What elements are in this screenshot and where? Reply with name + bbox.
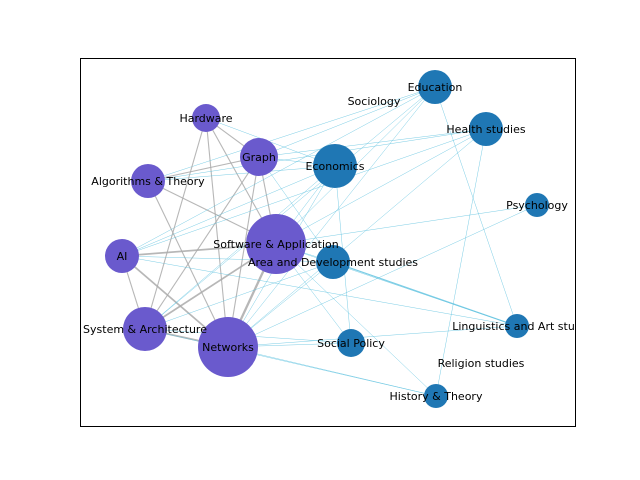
node-label-economics: Economics [306,160,365,173]
edge-education-algorithms [147,86,436,182]
node-label-social: Social Policy [317,337,385,350]
node-software[interactable] [246,214,306,274]
edge-graph-networks [227,156,260,348]
node-algorithms[interactable] [131,164,165,198]
edge-health-history [435,128,487,397]
edge-hardware-networks [205,117,229,348]
edge-system-history [144,328,437,397]
node-graph[interactable] [240,138,278,176]
edge-area-system [144,261,334,330]
node-hardware[interactable] [192,104,220,132]
edge-health-software [275,128,487,245]
edge-psychology-networks [227,204,538,348]
edge-health-graph [258,128,487,158]
edge-economics-ai [121,165,336,257]
edge-education-networks [227,86,436,348]
edge-graph-area [258,156,334,263]
node-label-hardware: Hardware [179,112,232,125]
node-layer [105,70,549,408]
node-label-linguistics: Linguistics and Art stud [452,320,582,333]
node-label-education: Education [408,81,463,94]
node-system[interactable] [123,307,167,351]
node-history[interactable] [424,384,448,408]
edge-psychology-software [275,204,538,245]
node-label-algorithms: Algorithms & Theory [91,175,205,188]
node-psychology[interactable] [525,193,549,217]
node-networks[interactable] [198,317,258,377]
node-social[interactable] [337,329,365,357]
node-education[interactable] [418,70,452,104]
node-linguistics[interactable] [505,314,529,338]
node-label-software: Software & Application [213,238,339,251]
edge-graph-system [144,156,260,330]
edge-economics-algorithms [147,165,336,182]
node-label-religion: Religion studies [438,357,525,370]
node-health[interactable] [469,112,503,146]
edge-education-graph [258,86,436,158]
node-label-networks: Networks [202,341,254,354]
label-layer: Hardware Graph Algorithms & Theory AI Softwa… [83,81,582,403]
edge-health-networks [227,128,487,348]
node-label-area: Area and Development studies [248,256,418,269]
edge-education-linguistics [434,86,518,327]
node-label-health: Health studies [446,123,525,136]
node-label-psychology: Psychology [506,199,568,212]
edge-hardware-system [144,117,207,330]
node-area[interactable] [316,245,350,279]
node-label-ai: AI [117,250,128,263]
edge-economics-system [144,165,336,330]
node-label-system: System & Architecture [83,323,207,336]
edge-education-system [144,86,436,330]
node-label-sociology: Sociology [348,95,401,108]
node-ai[interactable] [105,239,139,273]
edge-software-linguistics [275,243,518,327]
node-label-graph: Graph [242,151,276,164]
node-economics[interactable] [313,144,357,188]
node-label-history: History & Theory [390,390,483,403]
edge-networks-linguistics [227,325,518,348]
edge-software-history [275,243,437,397]
graph-frame [80,58,576,427]
